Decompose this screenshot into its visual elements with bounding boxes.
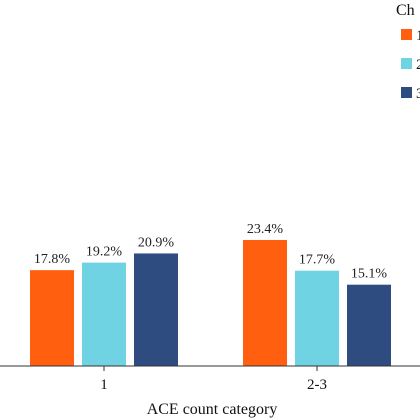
x-tick-label-1: 1 (100, 377, 108, 393)
value-label-2-3-series-2: 17.7% (299, 253, 336, 268)
value-label-1-series-3: 20.9% (138, 235, 175, 250)
bar-1-series-2 (82, 262, 126, 366)
legend-title: Ch (396, 2, 415, 19)
bar-2-3-series-3 (347, 284, 391, 366)
value-label-2-3-series-1: 23.4% (247, 222, 284, 237)
bar-1-series-3 (134, 253, 178, 366)
legend-swatch-series-3 (401, 87, 412, 98)
legend: 1 2 3 (401, 28, 420, 102)
value-label-2-3-series-3: 15.1% (351, 267, 388, 282)
legend-label-series-3: 3 (416, 86, 420, 102)
value-labels-group: 17.8% 19.2% 20.9% 23.4% 17.7% 15.1% (34, 222, 388, 282)
x-tick-label-2-3: 2-3 (307, 377, 327, 393)
bar-2-3-series-2 (295, 270, 339, 366)
bar-2-3-series-1 (243, 240, 287, 366)
legend-swatch-series-2 (401, 58, 412, 69)
value-label-1-series-1: 17.8% (34, 252, 71, 267)
bars-group (30, 240, 391, 366)
bar-1-series-1 (30, 270, 74, 366)
legend-label-series-2: 2 (416, 57, 420, 73)
x-axis-title: ACE count category (147, 401, 278, 418)
value-label-1-series-2: 19.2% (86, 245, 123, 260)
x-ticks-group: 1 2-3 (100, 366, 327, 393)
legend-label-series-1: 1 (416, 28, 420, 44)
legend-swatch-series-1 (401, 29, 412, 40)
